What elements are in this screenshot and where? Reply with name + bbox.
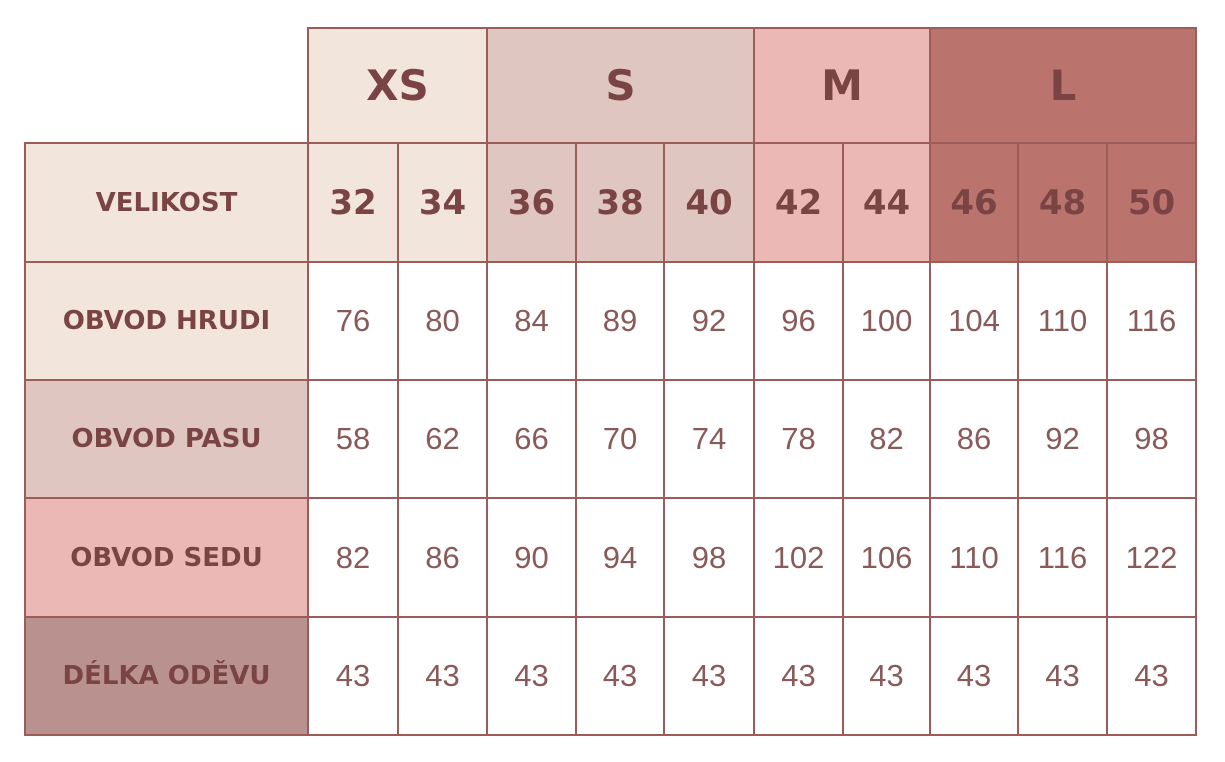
size-number: 36 [486,142,577,263]
measure-value: 96 [753,261,844,381]
measure-value: 106 [842,497,931,618]
measure-value: 102 [753,497,844,618]
size-group: XS [307,27,488,144]
measure-value: 110 [929,497,1019,618]
measure-value: 43 [842,616,931,736]
row-label: OBVOD HRUDI [24,261,309,381]
size-number: 32 [307,142,399,263]
size-group: L [929,27,1197,144]
measure-value: 84 [486,261,577,381]
row-label: OBVOD PASU [24,379,309,499]
measure-value: 122 [1106,497,1197,618]
measure-value: 89 [575,261,665,381]
measure-value: 66 [486,379,577,499]
size-group: S [486,27,755,144]
measure-value: 86 [929,379,1019,499]
measure-value: 43 [1017,616,1108,736]
measure-value: 98 [1106,379,1197,499]
measure-value: 94 [575,497,665,618]
measure-value: 43 [1106,616,1197,736]
measure-value: 116 [1106,261,1197,381]
measure-value: 62 [397,379,488,499]
measure-value: 92 [1017,379,1108,499]
measure-value: 76 [307,261,399,381]
measure-value: 110 [1017,261,1108,381]
row-label: DÉLKA ODĚVU [24,616,309,736]
measure-value: 82 [307,497,399,618]
measure-value: 43 [663,616,755,736]
measure-value: 82 [842,379,931,499]
measure-value: 116 [1017,497,1108,618]
measure-value: 92 [663,261,755,381]
measure-value: 43 [486,616,577,736]
measure-value: 98 [663,497,755,618]
measure-value: 43 [397,616,488,736]
measure-value: 43 [307,616,399,736]
size-number: 48 [1017,142,1108,263]
measure-value: 90 [486,497,577,618]
measure-value: 74 [663,379,755,499]
measure-value: 70 [575,379,665,499]
measure-value: 43 [575,616,665,736]
size-number: 44 [842,142,931,263]
measure-value: 58 [307,379,399,499]
size-group: M [753,27,931,144]
measure-value: 100 [842,261,931,381]
measure-value: 43 [929,616,1019,736]
measure-value: 80 [397,261,488,381]
size-number: 50 [1106,142,1197,263]
measure-value: 104 [929,261,1019,381]
measure-value: 86 [397,497,488,618]
size-number: 38 [575,142,665,263]
size-number: 40 [663,142,755,263]
row-label: OBVOD SEDU [24,497,309,618]
header-label: VELIKOST [24,142,309,263]
size-number: 42 [753,142,844,263]
size-number: 46 [929,142,1019,263]
measure-value: 43 [753,616,844,736]
size-number: 34 [397,142,488,263]
measure-value: 78 [753,379,844,499]
